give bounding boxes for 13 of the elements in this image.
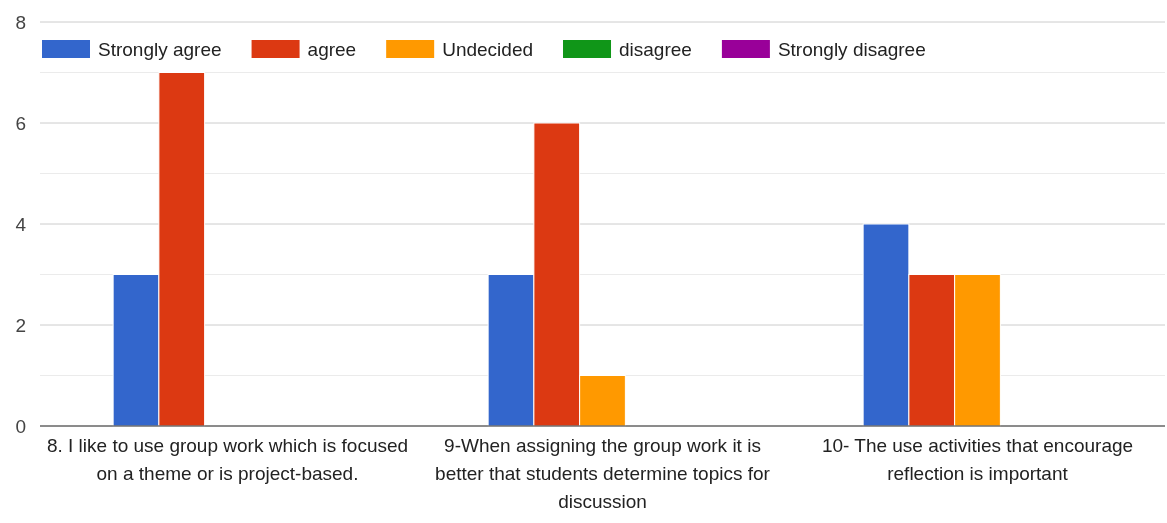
legend-label: Undecided [442,38,534,60]
legend-label: disagree [619,38,692,60]
legend-label: agree [307,38,357,60]
y-tick-label: 8 [15,11,26,33]
x-tick-label: 9-When assigning the group work it is better that students determine topics for discussion [435,435,771,512]
y-tick-label: 4 [15,213,27,235]
legend-label: Strongly agree [98,38,222,60]
x-tick-label: 10- The use activities that encourage reflection is important [821,435,1134,484]
y-tick-label: 6 [15,112,26,134]
y-tick-label: 0 [15,415,26,437]
legend-label: Strongly disagree [777,38,926,60]
y-tick-label: 2 [15,314,26,336]
x-tick-label: 8. I like to use group work which is focused on a theme or is project-based. [46,435,409,484]
